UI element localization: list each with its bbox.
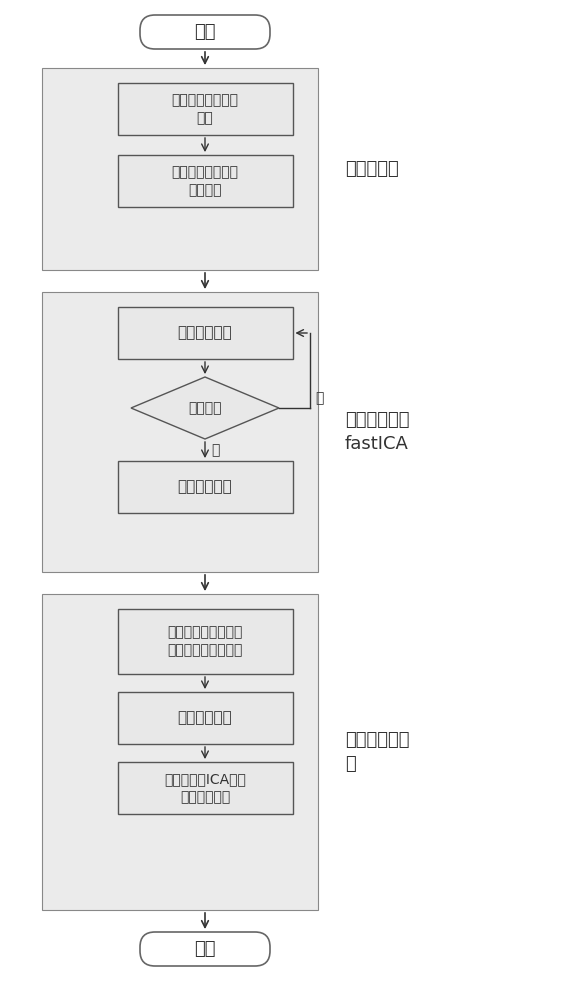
Text: 去除下颌噪声: 去除下颌噪声 (178, 710, 232, 726)
Bar (118, 692, 293, 744)
Text: 去噪和数据恢
复: 去噪和数据恢 复 (345, 731, 410, 773)
FancyBboxPatch shape (140, 15, 270, 49)
FancyBboxPatch shape (140, 932, 270, 966)
Text: 中心化之后的数据
进行白化: 中心化之后的数据 进行白化 (172, 165, 239, 197)
Text: 结束: 结束 (194, 940, 216, 958)
Bar (118, 762, 293, 814)
Bar (42, 594, 318, 910)
Text: 数据预处理: 数据预处理 (345, 160, 399, 178)
Bar (42, 292, 318, 572)
Text: 确定独立成分中包含
下颌噪声的独立成分: 确定独立成分中包含 下颌噪声的独立成分 (168, 625, 243, 658)
Text: 否: 否 (315, 391, 323, 405)
Text: 原始脑电波数据中
心化: 原始脑电波数据中 心化 (172, 93, 239, 125)
Text: 是否收敛: 是否收敛 (188, 401, 222, 415)
Bar (42, 68, 318, 270)
Polygon shape (131, 377, 279, 439)
Bar (118, 461, 293, 513)
Text: 求得独立成分: 求得独立成分 (178, 480, 232, 494)
Bar (118, 155, 293, 207)
Bar (118, 609, 293, 674)
Text: 开始: 开始 (194, 23, 216, 41)
Text: 优化分离矩阵: 优化分离矩阵 (178, 326, 232, 340)
Text: 独立成分分析
fastICA: 独立成分分析 fastICA (345, 411, 410, 453)
Bar (118, 83, 293, 135)
Text: 将去噪后的ICA数据
恢复成多信道: 将去噪后的ICA数据 恢复成多信道 (164, 772, 246, 804)
Text: 是: 是 (211, 443, 219, 457)
Bar (118, 307, 293, 359)
